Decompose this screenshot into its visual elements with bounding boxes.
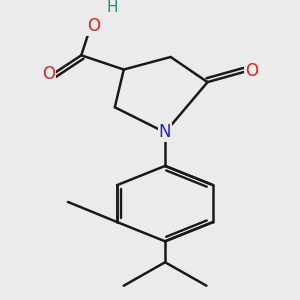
Text: O: O bbox=[42, 65, 55, 83]
Text: O: O bbox=[245, 62, 258, 80]
Text: O: O bbox=[87, 17, 100, 35]
Text: N: N bbox=[159, 123, 171, 141]
Text: H: H bbox=[107, 0, 118, 15]
